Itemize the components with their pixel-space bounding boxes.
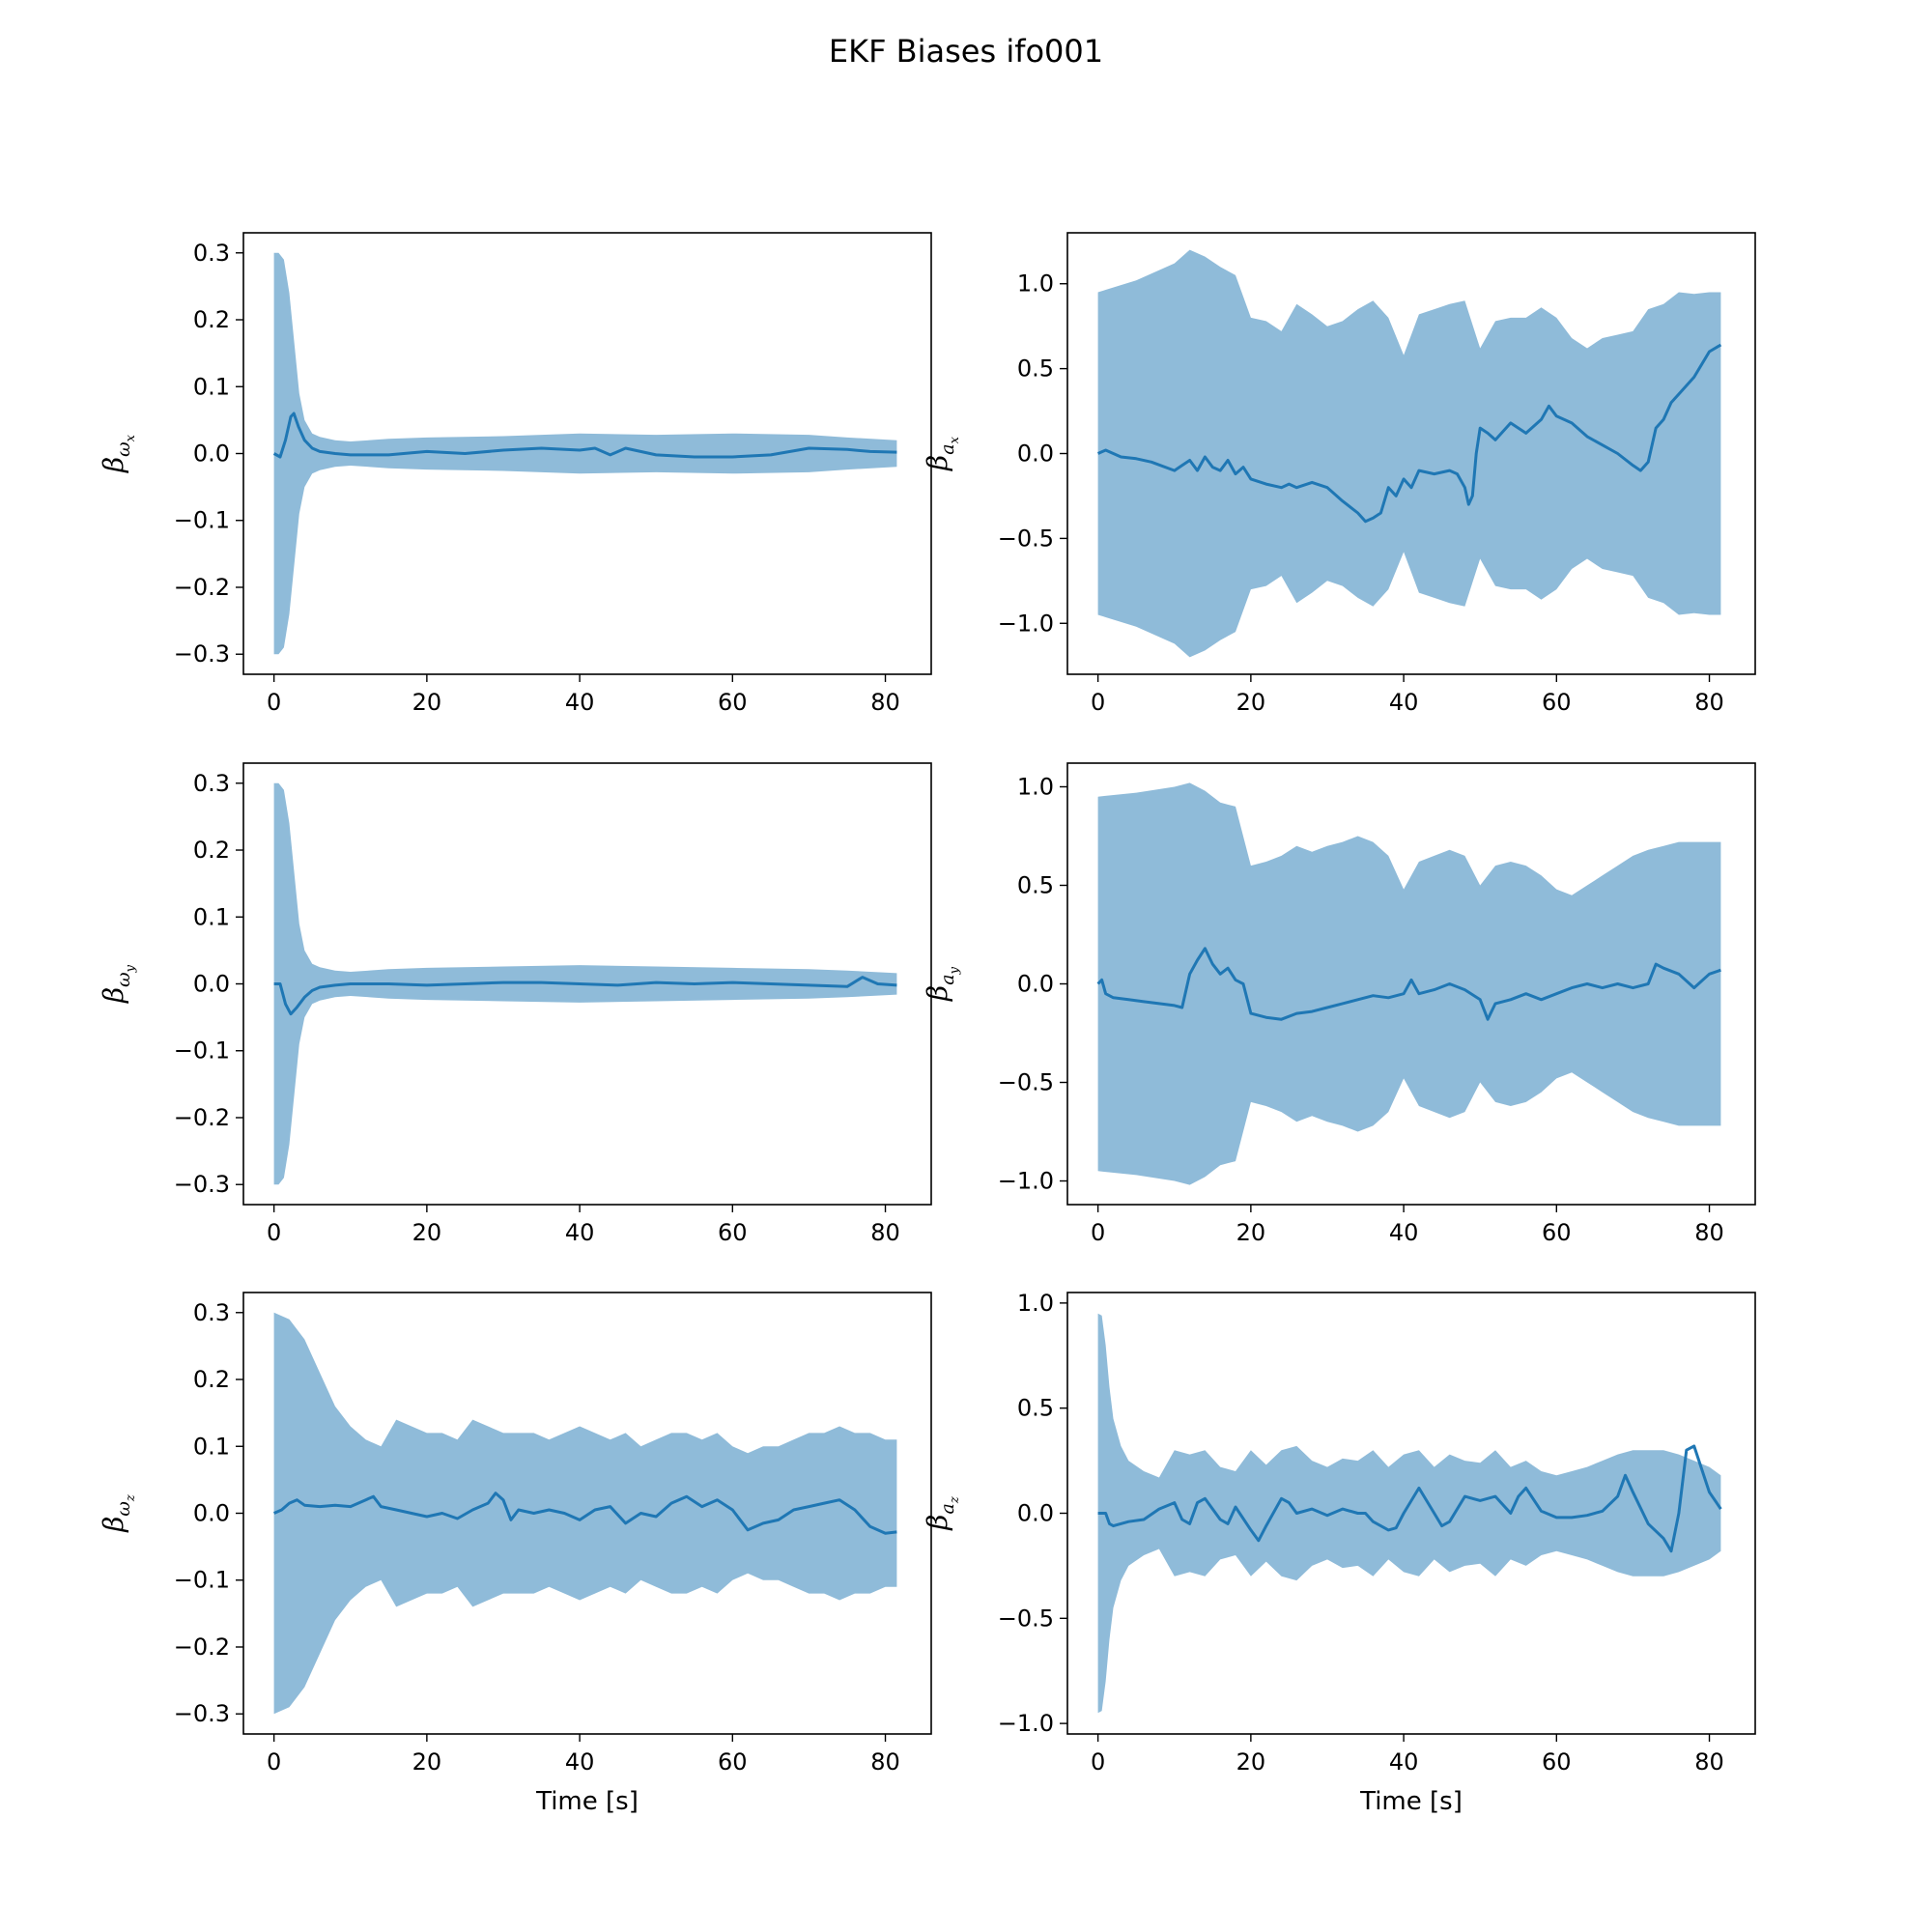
y-tick-label: −0.3 [174, 1171, 230, 1198]
x-tick-label: 80 [1694, 1748, 1724, 1776]
y-axis-label: βωz [98, 1494, 138, 1533]
subplot-a-x: 0 20 40 60 80 1.0 0.5 0.0 −0.5 −1.0 βax [922, 232, 1756, 716]
y-tick-label: −0.3 [174, 1700, 230, 1727]
bias-line-a-y [1096, 947, 1721, 1021]
y-tick-label: 1.0 [1017, 270, 1054, 298]
y-tick-label: −0.1 [174, 507, 230, 534]
x-tick-label: 80 [1694, 689, 1724, 716]
x-tick-label: 40 [565, 1219, 595, 1246]
x-tick-label: 80 [1694, 1219, 1724, 1246]
y-axis-label: βay [922, 966, 962, 1002]
x-tick-label: 60 [1542, 1748, 1572, 1776]
x-tick-label: 20 [1236, 1748, 1266, 1776]
x-tick-label: 60 [718, 1219, 748, 1246]
x-tick-label: 60 [718, 689, 748, 716]
x-tick-label: 0 [1091, 1748, 1105, 1776]
y-axis-label: βax [922, 436, 962, 471]
y-tick-label: 0.0 [1017, 1500, 1054, 1527]
y-tick-label: −0.5 [998, 1069, 1054, 1096]
y-tick-label: −0.2 [174, 1104, 230, 1131]
y-tick-label: 0.2 [193, 306, 230, 333]
y-tick-label: 0.2 [193, 837, 230, 864]
x-tick-label: 0 [267, 689, 281, 716]
bias-line-omega-x [272, 412, 897, 459]
x-tick-label: 0 [267, 1219, 281, 1246]
y-tick-label: −0.5 [998, 525, 1054, 552]
x-axis-label: Time [s] [535, 1787, 639, 1816]
uncertainty-band-a-z [1097, 1313, 1721, 1714]
uncertainty-band-omega-z [273, 1312, 897, 1715]
y-tick-label: −0.5 [998, 1605, 1054, 1632]
x-tick-label: 0 [267, 1748, 281, 1776]
y-tick-label: 0.5 [1017, 1395, 1054, 1422]
bias-line-omega-z [272, 1492, 897, 1535]
subplot-grid: 0 20 40 60 80 0.3 0.2 0.1 0.0 −0.1 −0.2 −0.3 βωx 0 20 4… [98, 232, 1756, 1816]
y-tick-label: −0.3 [174, 640, 230, 668]
subplot-omega-y: 0 20 40 60 80 0.3 0.2 0.1 0.0 −0.1 −0.2 −0.3 βωy [98, 762, 932, 1246]
subplot-a-z: 0 20 40 60 80 1.0 0.5 0.0 −0.5 −1.0 βaz Time [s] [922, 1290, 1756, 1816]
y-tick-label: −0.2 [174, 574, 230, 601]
x-tick-label: 40 [1389, 1748, 1419, 1776]
x-tick-label: 60 [718, 1748, 748, 1776]
figure-title: EKF Biases ifo001 [829, 33, 1103, 70]
x-tick-label: 40 [565, 689, 595, 716]
x-tick-label: 40 [565, 1748, 595, 1776]
bias-line-omega-y [273, 976, 897, 1016]
y-tick-label: −0.1 [174, 1567, 230, 1594]
x-tick-label: 0 [1091, 689, 1105, 716]
y-tick-label: 1.0 [1017, 1290, 1054, 1317]
x-tick-label: 20 [412, 1219, 442, 1246]
y-tick-label: 1.0 [1017, 773, 1054, 800]
x-tick-label: 80 [870, 1748, 900, 1776]
y-tick-label: 0.1 [193, 903, 230, 930]
x-tick-label: 80 [870, 689, 900, 716]
y-tick-label: 0.0 [193, 1500, 230, 1527]
x-tick-label: 20 [1236, 689, 1266, 716]
x-tick-label: 60 [1542, 1219, 1572, 1246]
y-axis-label: βωy [98, 964, 138, 1004]
y-tick-label: 0.5 [1017, 871, 1054, 898]
x-tick-label: 0 [1091, 1219, 1105, 1246]
uncertainty-band-omega-x [273, 252, 897, 655]
y-tick-label: 0.3 [193, 240, 230, 267]
y-tick-label: −0.2 [174, 1634, 230, 1661]
y-tick-label: −1.0 [998, 1168, 1054, 1195]
y-tick-label: −1.0 [998, 1710, 1054, 1737]
y-tick-label: 0.5 [1017, 355, 1054, 383]
x-tick-label: 20 [412, 689, 442, 716]
x-tick-label: 20 [1236, 1219, 1266, 1246]
subplot-a-y: 0 20 40 60 80 1.0 0.5 0.0 −0.5 −1.0 βay [922, 762, 1756, 1246]
y-tick-label: −0.1 [174, 1037, 230, 1065]
x-tick-label: 40 [1389, 689, 1419, 716]
y-axis-label: βaz [922, 1496, 962, 1531]
y-tick-label: 0.0 [1017, 440, 1054, 468]
x-tick-label: 60 [1542, 689, 1572, 716]
bias-line-a-z [1097, 1444, 1722, 1553]
bias-line-a-x [1096, 343, 1722, 524]
subplot-omega-z: 0 20 40 60 80 0.3 0.2 0.1 0.0 −0.1 −0.2 −0.3 βωz Time… [98, 1292, 932, 1816]
x-tick-label: 80 [870, 1219, 900, 1246]
subplot-omega-x: 0 20 40 60 80 0.3 0.2 0.1 0.0 −0.1 −0.2 −0.3 βωx [98, 232, 932, 716]
uncertainty-band-a-x [1097, 249, 1721, 658]
y-tick-label: 0.3 [193, 1299, 230, 1326]
y-tick-label: 0.0 [193, 971, 230, 998]
y-tick-label: 0.1 [193, 1433, 230, 1460]
y-tick-label: 0.2 [193, 1366, 230, 1393]
x-tick-label: 20 [412, 1748, 442, 1776]
y-tick-label: 0.0 [1017, 971, 1054, 998]
y-tick-label: 0.1 [193, 373, 230, 400]
x-tick-label: 40 [1389, 1219, 1419, 1246]
y-axis-label: βωx [98, 434, 138, 473]
y-tick-label: −1.0 [998, 610, 1054, 637]
y-tick-label: 0.0 [193, 440, 230, 468]
x-axis-label: Time [s] [1359, 1787, 1463, 1816]
y-tick-label: 0.3 [193, 770, 230, 797]
